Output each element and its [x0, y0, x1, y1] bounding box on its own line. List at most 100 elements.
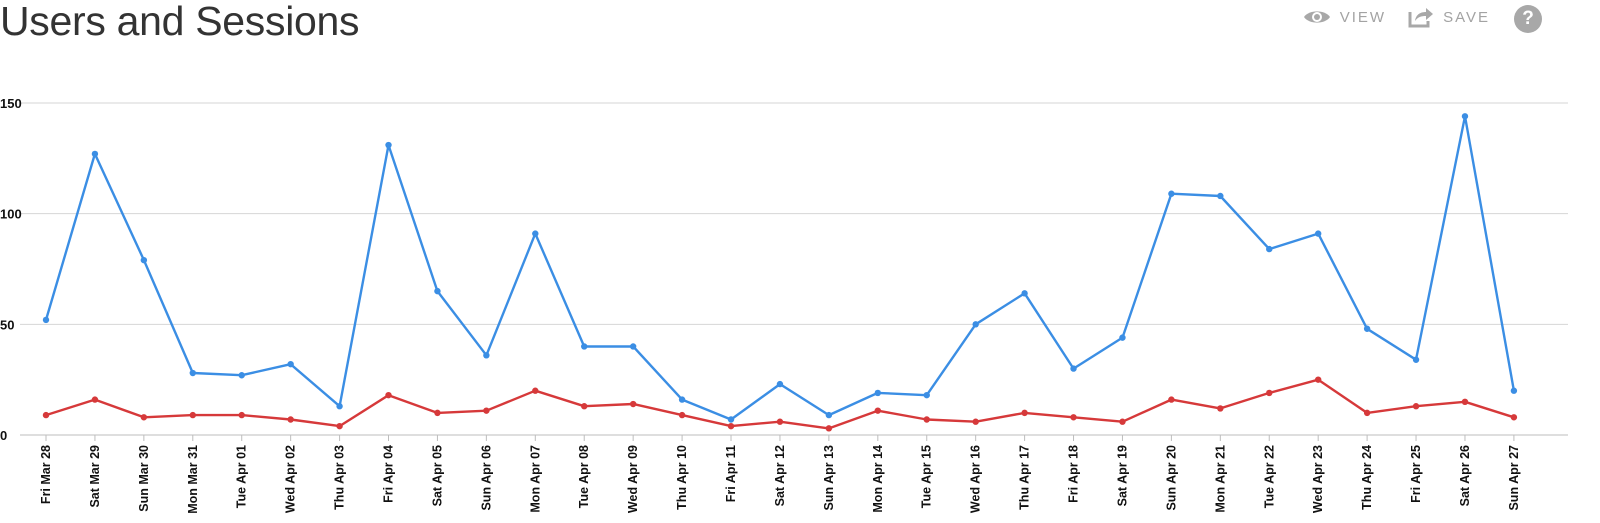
data-point — [629, 343, 637, 350]
data-point — [238, 372, 245, 379]
data-point — [776, 418, 784, 425]
data-point — [434, 287, 441, 295]
help-button[interactable]: ? — [1514, 5, 1542, 33]
data-point — [825, 425, 833, 432]
x-tick-label: Mon Apr 14 — [871, 445, 885, 513]
x-tick-label: Mon Mar 31 — [186, 445, 200, 514]
data-point — [336, 422, 343, 430]
x-tick-label: Tue Apr 01 — [235, 445, 249, 508]
view-label: VIEW — [1339, 8, 1387, 26]
data-point — [1168, 190, 1175, 197]
y-tick-label: 100 — [0, 207, 22, 222]
data-point — [385, 391, 392, 399]
data-point — [972, 321, 979, 328]
x-tick-label: Fri Apr 25 — [1409, 445, 1423, 503]
data-point — [923, 416, 930, 423]
x-tick-label: Thu Apr 17 — [1018, 445, 1032, 510]
data-point — [1363, 409, 1371, 417]
data-point — [1314, 230, 1322, 237]
help-icon: ? — [1522, 8, 1534, 29]
data-point — [1070, 414, 1077, 421]
data-point — [336, 403, 343, 410]
data-point — [189, 369, 196, 377]
data-point — [1168, 396, 1175, 403]
data-point — [972, 418, 979, 425]
data-point — [287, 360, 294, 368]
data-point — [678, 396, 686, 403]
data-point — [1266, 245, 1273, 253]
x-tick-label: Sat Apr 05 — [430, 445, 444, 506]
y-tick-label: 150 — [0, 96, 22, 111]
x-tick-label: Wed Apr 02 — [284, 445, 298, 513]
x-tick-label: Sat Mar 29 — [88, 445, 102, 508]
x-tick-label: Fri Apr 04 — [382, 445, 396, 503]
x-tick-label: Sun Mar 30 — [137, 445, 151, 512]
y-tick-label: 50 — [0, 317, 14, 332]
x-tick-label: Sat Apr 12 — [773, 445, 787, 506]
data-point — [1070, 365, 1077, 372]
data-point — [140, 256, 148, 264]
data-point — [1363, 325, 1371, 332]
save-label: SAVE — [1443, 8, 1490, 26]
data-point — [581, 343, 588, 350]
data-point — [91, 396, 99, 403]
data-point — [483, 407, 490, 414]
data-point — [434, 409, 441, 417]
data-point — [1217, 405, 1224, 412]
x-tick-label: Wed Apr 16 — [969, 445, 983, 513]
view-button[interactable]: VIEW — [1303, 8, 1386, 26]
x-tick-label: Thu Apr 24 — [1360, 445, 1374, 510]
save-button[interactable]: SAVE — [1408, 6, 1490, 28]
data-point — [1021, 290, 1028, 297]
data-point — [727, 416, 735, 423]
data-point — [42, 411, 50, 419]
x-tick-label: Mon Apr 07 — [528, 445, 542, 513]
data-point — [532, 387, 539, 394]
data-point — [287, 416, 294, 423]
x-tick-label: Wed Apr 09 — [626, 445, 640, 513]
x-tick-label: Fri Apr 18 — [1067, 445, 1081, 503]
data-point — [1510, 414, 1518, 421]
data-point — [532, 230, 539, 237]
chart-series — [42, 113, 1518, 432]
data-point — [581, 403, 588, 410]
data-point — [42, 316, 50, 324]
x-tick-label: Sat Apr 19 — [1115, 445, 1129, 506]
data-point — [1021, 409, 1028, 417]
data-point — [874, 407, 882, 414]
data-point — [91, 150, 99, 158]
data-point — [1461, 113, 1469, 120]
data-point — [385, 141, 392, 149]
x-tick-label: Sat Apr 26 — [1458, 445, 1472, 506]
chart-grid — [20, 102, 1568, 436]
data-point — [238, 411, 245, 419]
x-tick-label: Tue Apr 08 — [577, 445, 591, 508]
x-tick-label: Sun Apr 20 — [1164, 445, 1178, 511]
share-icon — [1408, 8, 1434, 28]
data-point — [1412, 356, 1420, 363]
data-point — [1266, 389, 1273, 397]
data-point — [727, 422, 735, 430]
x-axis-ticks: Fri Mar 28 Sat Mar 29 Sun Mar 30 Mon Mar 31… — [39, 435, 1521, 514]
data-point — [1461, 398, 1469, 405]
y-axis-ticks: 0 50 100 150 — [0, 96, 22, 443]
data-point — [776, 380, 784, 388]
data-point — [483, 352, 490, 359]
data-point — [629, 400, 637, 408]
series-line-1 — [44, 115, 1516, 421]
eye-icon — [1303, 11, 1330, 23]
x-tick-label: Fri Apr 11 — [724, 445, 738, 502]
data-point — [1412, 403, 1420, 410]
data-point — [1510, 387, 1518, 394]
data-point — [874, 389, 882, 397]
data-point — [1119, 334, 1126, 341]
data-point — [1119, 418, 1126, 425]
x-tick-label: Sun Apr 06 — [479, 445, 493, 511]
x-tick-label: Sun Apr 27 — [1507, 445, 1521, 511]
x-tick-label: Tue Apr 15 — [920, 445, 934, 508]
page-title: Users and Sessions — [0, 0, 360, 44]
x-tick-label: Thu Apr 10 — [675, 445, 689, 510]
x-tick-label: Thu Apr 03 — [333, 445, 347, 510]
data-point — [678, 411, 686, 419]
data-point — [923, 391, 930, 399]
